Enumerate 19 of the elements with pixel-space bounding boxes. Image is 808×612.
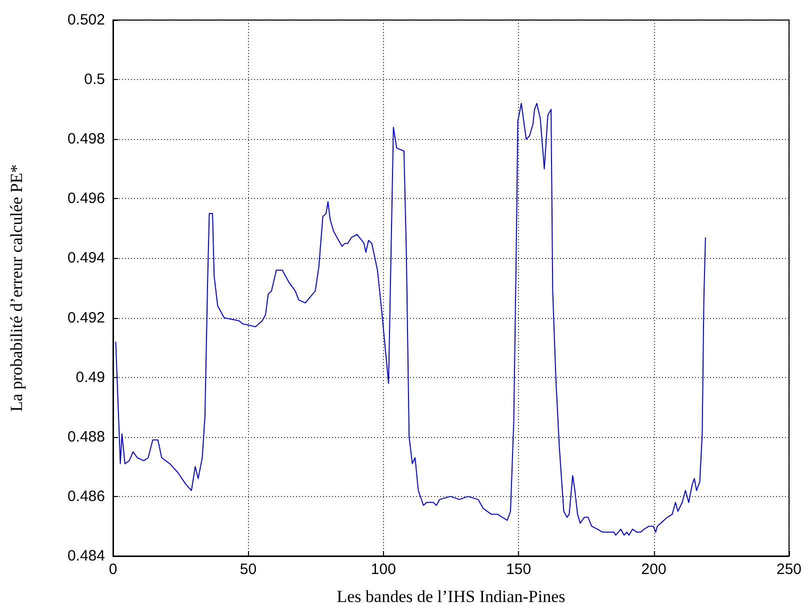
y-tick-label: 0.494 [67,250,105,267]
y-tick-label: 0.502 [67,12,105,28]
line-series [115,102,706,536]
y-tick-label: 0.5 [84,71,105,88]
x-tick-label: 100 [370,561,396,578]
y-tick-label: 0.488 [67,428,105,446]
y-tick-label: 0.492 [67,309,105,326]
y-tick-label: 0.49 [76,368,105,386]
x-tick-label: 50 [240,561,257,578]
y-tick-label: 0.498 [67,130,105,148]
x-axis-title: Les bandes de l’IHS Indian-Pines [336,587,566,606]
y-tick-label: 0.484 [67,548,105,564]
y-axis-title: La probabilité d’erreur calculée PE* [7,164,26,412]
x-tick-label: 250 [776,561,802,578]
y-tick-label: 0.496 [67,190,105,208]
x-tick-label: 200 [641,561,666,578]
x-tick-label: 150 [506,561,532,578]
x-tick-label: 0 [108,561,118,578]
y-tick-label: 0.486 [67,488,105,505]
